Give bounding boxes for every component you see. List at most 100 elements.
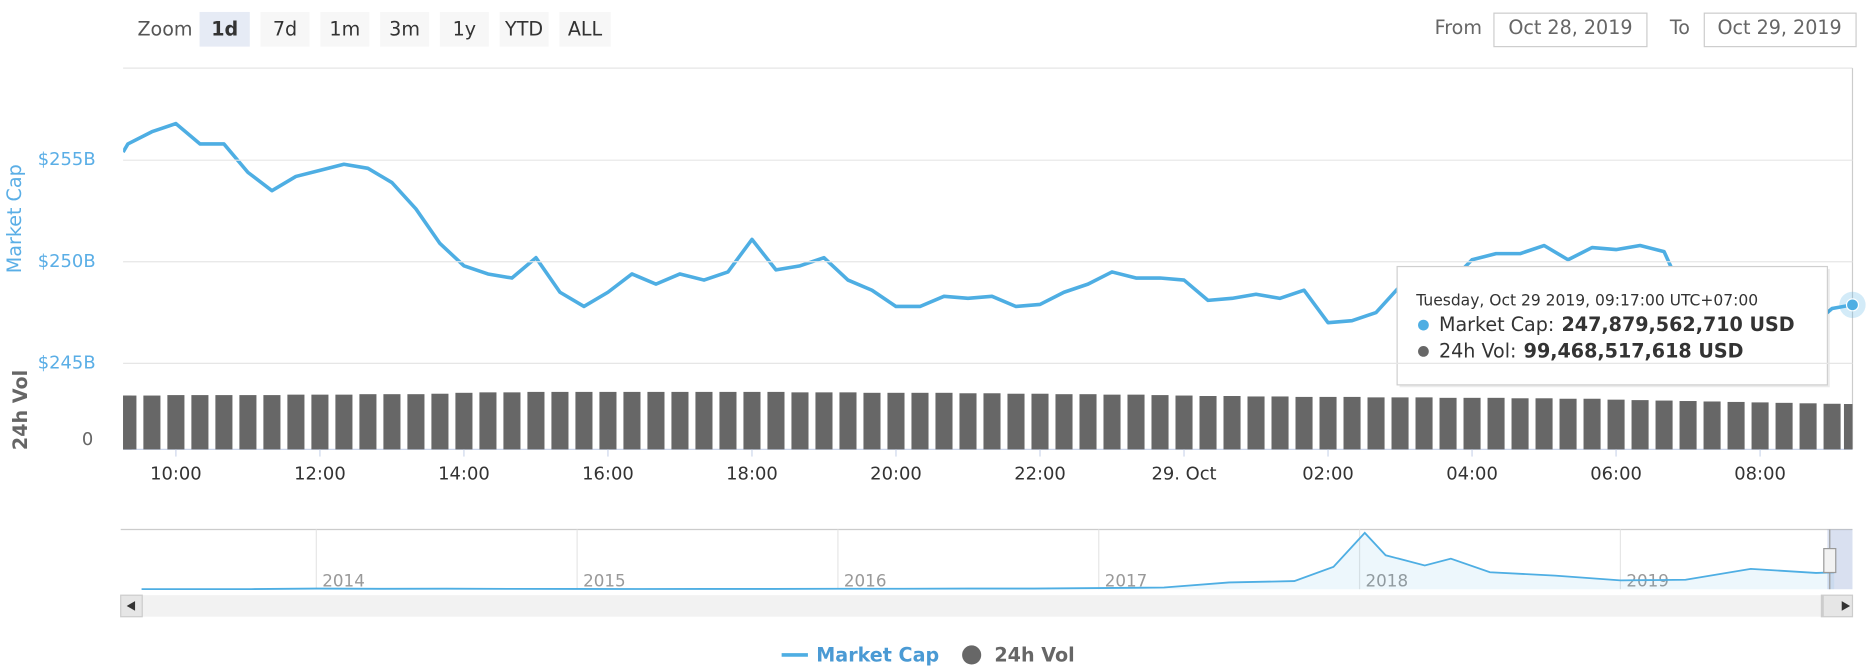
volume-bar bbox=[743, 391, 761, 450]
volume-bar bbox=[1583, 398, 1601, 450]
zoom-button[interactable] bbox=[380, 11, 430, 47]
plot-area bbox=[123, 121, 1853, 450]
volume-bar bbox=[503, 392, 521, 450]
volume-bar bbox=[815, 392, 833, 450]
zoom-button-label[interactable]: 1m bbox=[329, 17, 360, 40]
zoom-button[interactable] bbox=[439, 11, 489, 47]
volume-bar bbox=[1223, 396, 1241, 450]
volume-bar bbox=[983, 393, 1001, 450]
y-tick-label: $250B bbox=[38, 251, 96, 272]
zoom-button[interactable] bbox=[499, 11, 549, 47]
volume-bar bbox=[1343, 396, 1361, 450]
navigator-tick-label: 2014 bbox=[322, 571, 365, 591]
volume-bar bbox=[1535, 398, 1553, 450]
volume-bar bbox=[1823, 403, 1841, 450]
zoom-button-label[interactable]: ALL bbox=[568, 17, 603, 40]
tooltip-dot bbox=[1418, 319, 1429, 331]
scrollbar-thumb[interactable] bbox=[1821, 595, 1824, 617]
zoom-button-label[interactable]: 1y bbox=[453, 17, 476, 40]
legend-symbol[interactable] bbox=[962, 645, 982, 665]
arrow-left bbox=[126, 601, 136, 611]
volume-bar bbox=[215, 395, 233, 450]
zoom-button[interactable] bbox=[199, 11, 250, 47]
navigator-line bbox=[141, 531, 1835, 591]
volume-bar bbox=[1295, 396, 1313, 450]
volume-bar bbox=[1007, 393, 1025, 450]
volume-bar bbox=[1271, 396, 1289, 450]
volume-bar bbox=[1775, 402, 1793, 450]
volume-bar bbox=[1439, 397, 1457, 450]
zoom-button-label[interactable]: 3m bbox=[389, 17, 420, 40]
zoom-label: Zoom bbox=[137, 17, 192, 40]
volume-bar bbox=[959, 393, 977, 450]
tooltip-row: Market Cap: 247,879,562,710 USD bbox=[1439, 313, 1795, 336]
legend-label[interactable]: 24h Vol bbox=[994, 644, 1074, 667]
volume-bar bbox=[527, 391, 545, 450]
zoom-button[interactable] bbox=[320, 11, 370, 47]
volume-bar bbox=[311, 394, 329, 450]
navigator-tick-label: 2015 bbox=[583, 571, 626, 591]
navigator: 2014 2015 2016 2017 2018 2019 bbox=[141, 529, 1853, 617]
x-tick-label: 14:00 bbox=[438, 463, 490, 484]
volume-bar bbox=[1679, 401, 1697, 450]
tooltip-row: 24h Vol: 99,468,517,618 USD bbox=[1439, 339, 1744, 362]
x-tick-label: 12:00 bbox=[294, 463, 346, 484]
volume-bar bbox=[479, 392, 497, 450]
volume-bar bbox=[935, 392, 953, 450]
overlay: Tuesday, Oct 29 2019, 09:17:00 UTC+07:00… bbox=[1396, 265, 1866, 388]
volume-bar bbox=[623, 391, 641, 450]
market-cap-line bbox=[123, 121, 1853, 343]
volume-bar bbox=[575, 391, 593, 450]
to-value[interactable]: Oct 29, 2019 bbox=[1717, 16, 1841, 39]
tooltip-dot bbox=[1418, 346, 1429, 357]
y-tick-label: $255B bbox=[38, 149, 96, 170]
volume-bar bbox=[191, 395, 209, 450]
to-label: To bbox=[1669, 16, 1690, 39]
volume-bar bbox=[1751, 402, 1769, 450]
volume-bar bbox=[863, 392, 881, 450]
zoom-button-label[interactable]: 1d bbox=[211, 17, 238, 40]
volume-bar bbox=[1703, 401, 1721, 450]
volume-bar bbox=[1031, 393, 1049, 450]
tooltip-header: Tuesday, Oct 29 2019, 09:17:00 UTC+07:00 bbox=[1415, 292, 1758, 310]
volume-bar bbox=[455, 392, 473, 450]
zoom-button-label[interactable]: YTD bbox=[504, 17, 543, 40]
x-tick-label: 04:00 bbox=[1446, 463, 1498, 484]
volume-bar bbox=[1199, 396, 1217, 450]
navigator-tick-label: 2016 bbox=[844, 571, 887, 591]
x-tick-label: 08:00 bbox=[1734, 463, 1786, 484]
volume-bar bbox=[359, 394, 377, 450]
y-axis-title: Market Cap bbox=[3, 164, 26, 273]
x-tick-label: 29. Oct bbox=[1151, 463, 1216, 484]
to-input[interactable] bbox=[1703, 12, 1857, 48]
volume-bar bbox=[1127, 394, 1145, 450]
zoom-button[interactable] bbox=[260, 11, 310, 47]
volume-bar bbox=[1055, 394, 1073, 450]
volume-bar bbox=[143, 395, 161, 450]
x-tick-label: 10:00 bbox=[150, 463, 202, 484]
from-value[interactable]: Oct 28, 2019 bbox=[1508, 16, 1632, 39]
tooltip-label: Market Cap: bbox=[1439, 313, 1554, 336]
volume-bar bbox=[167, 395, 185, 450]
zoom-button-label[interactable]: 7d bbox=[273, 17, 297, 40]
scrollbar-track[interactable] bbox=[120, 595, 1853, 617]
volume-bar bbox=[887, 392, 905, 450]
volume-bar bbox=[911, 392, 929, 450]
y2-axis-title: 24h Vol bbox=[9, 370, 32, 450]
from-label: From bbox=[1435, 16, 1482, 39]
zoom-button[interactable] bbox=[559, 11, 611, 47]
volume-bar bbox=[839, 392, 857, 450]
volume-bar bbox=[1559, 398, 1577, 450]
legend-label[interactable]: Market Cap bbox=[816, 644, 939, 667]
volume-bar bbox=[719, 391, 737, 450]
volume-bar bbox=[1103, 394, 1121, 450]
volume-bar bbox=[407, 394, 425, 450]
navigator-tick-label: 2018 bbox=[1366, 571, 1409, 591]
volume-bar bbox=[1367, 397, 1385, 450]
x-tick-label: 20:00 bbox=[870, 463, 922, 484]
from-input[interactable] bbox=[1493, 12, 1648, 48]
navigator-handle[interactable] bbox=[1823, 547, 1837, 574]
volume-bar bbox=[1415, 397, 1433, 450]
volume-bar bbox=[551, 391, 569, 450]
volume-bar bbox=[123, 395, 137, 450]
